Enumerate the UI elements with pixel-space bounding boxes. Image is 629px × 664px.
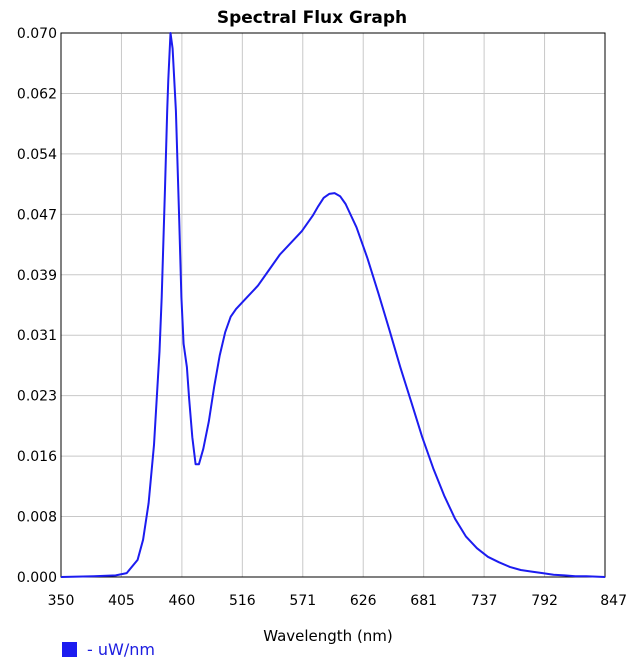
legend-swatch xyxy=(62,642,77,657)
y-tick-label: 0.062 xyxy=(17,86,57,102)
y-tick-label: 0.039 xyxy=(17,268,57,284)
x-tick-label: 737 xyxy=(471,593,498,609)
legend: - uW/nm xyxy=(62,640,155,659)
y-tick-label: 0.000 xyxy=(17,570,57,586)
y-tick-label: 0.023 xyxy=(17,389,57,405)
y-axis-ticks: 0.000 0.008 0.016 0.023 0.031 0.039 0.047 0.054… xyxy=(17,26,57,586)
legend-label: - uW/nm xyxy=(87,640,155,659)
y-tick-label: 0.016 xyxy=(17,449,57,465)
x-tick-label: 847 xyxy=(600,593,627,609)
x-tick-label: 405 xyxy=(108,593,135,609)
x-tick-label: 626 xyxy=(350,593,377,609)
series-line-uw-nm xyxy=(60,32,606,578)
x-axis-ticks: 350 405 460 516 571 626 681 737 792 847 xyxy=(48,593,627,609)
y-tick-label: 0.047 xyxy=(17,207,57,223)
y-tick-label: 0.070 xyxy=(17,26,57,42)
x-tick-label: 792 xyxy=(531,593,558,609)
y-tick-label: 0.054 xyxy=(17,147,57,163)
x-axis-label: Wavelength (nm) xyxy=(263,627,393,645)
x-tick-label: 350 xyxy=(48,593,75,609)
x-tick-label: 681 xyxy=(410,593,437,609)
chart-title: Spectral Flux Graph xyxy=(217,8,407,28)
x-tick-label: 460 xyxy=(169,593,196,609)
grid xyxy=(60,32,606,578)
x-tick-label: 571 xyxy=(289,593,316,609)
y-tick-label: 0.008 xyxy=(17,510,57,526)
plot-area xyxy=(60,32,606,578)
y-tick-label: 0.031 xyxy=(17,328,57,344)
x-tick-label: 516 xyxy=(229,593,256,609)
